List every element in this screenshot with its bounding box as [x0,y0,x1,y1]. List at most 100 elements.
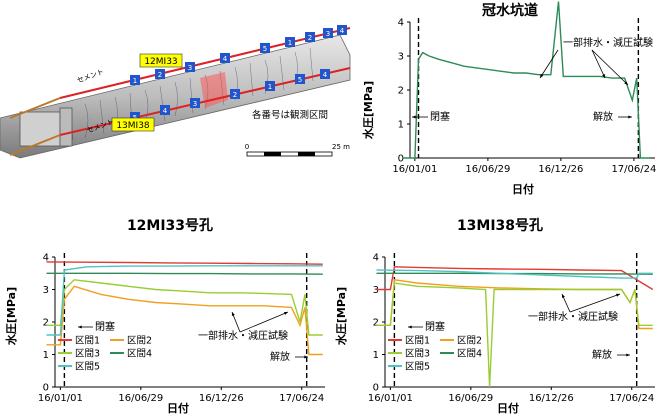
annotation-close: 閉塞 [425,320,445,333]
legend-label: 区間5 [75,362,100,373]
y-tick-label: 0 [373,383,379,394]
series-line-3 [376,282,653,388]
annotation-close: 閉塞 [95,320,115,333]
drain-arrow [591,49,629,86]
svg-text:5: 5 [263,45,267,53]
drain-arrow-head [562,294,565,298]
annotation-drain: 一部排水・減圧試験 [528,310,618,323]
y-axis-label: 水圧[MPa] [4,287,18,345]
drain-arrow-head [624,81,628,85]
svg-text:25 m: 25 m [332,143,350,151]
plot-area: 0 1 2 3 4 16/01/01 16/06/29 16/12/26 17/06/24 [368,253,655,404]
legend: 区間1 区間2 区間3 区間4 区間5 [388,336,482,373]
chart-svg-0: 冠水坑道 水圧[MPa] 日付 0 1 2 3 4 16/01/01 16/06/29 16/… [361,1,656,196]
annotation-open: 解放 [592,348,612,361]
svg-text:1: 1 [133,77,137,85]
drain-arrow-head [284,311,288,315]
drain-arrow-head [540,74,544,78]
red-section [200,72,228,108]
legend-label: 区間2 [457,336,482,347]
y-tick-label: 1 [373,350,379,361]
y-tick-label: 2 [398,86,404,97]
label-12mi33: 12MI33 [144,57,177,67]
chart-svg-1: 12MI33号孔 水圧[MPa] 日付 0 1 2 3 4 16/01/01 16/06/2… [4,218,325,415]
annotation-drain: 一部排水・減圧試験 [198,329,288,342]
svg-text:3: 3 [326,30,330,38]
svg-text:3: 3 [188,64,192,72]
chart-13mi38: 13MI38号孔 水圧[MPa] 日付 0 1 2 3 4 16/01/01 16/06/2… [330,212,659,416]
chart-title: 冠水坑道 [482,2,538,19]
close-arrow-head [78,325,82,329]
chart-12mi33: 12MI33号孔 水圧[MPa] 日付 0 1 2 3 4 16/01/01 16/06/2… [0,212,330,416]
x-tick-label: 17/06/24 [611,164,656,175]
series-line-5 [376,269,653,279]
x-tick-label: 17/06/24 [279,393,324,404]
x-tick-label: 16/12/26 [538,164,583,175]
legend-label: 区間1 [75,336,100,347]
svg-text:4: 4 [223,55,228,63]
close-arrow-head [412,115,416,119]
drain-arrow [239,311,289,333]
y-tick-label: 2 [373,318,379,329]
x-tick-label: 16/06/29 [465,164,510,175]
x-axis-label: 日付 [497,401,519,415]
open-arrow-head [628,115,632,119]
label-note: 各番号は観測区間 [252,109,328,121]
chart-flooded-tunnel: 冠水坑道 水圧[MPa] 日付 0 1 2 3 4 16/01/01 16/06/29 16/… [360,0,659,200]
x-axis-label: 日付 [512,182,534,196]
x-tick-label: 16/01/01 [392,164,437,175]
legend: 区間1 区間2 区間3 区間4 区間5 [58,336,152,373]
annotation-open: 解放 [270,350,290,363]
plot-area: 0 1 2 3 4 16/01/01 16/06/29 16/12/26 17/06/24 [392,1,656,175]
x-tick-label: 16/01/01 [38,393,83,404]
x-tick-label: 17/06/24 [609,393,654,404]
svg-text:0: 0 [245,143,249,151]
chart-svg-2: 13MI38号孔 水圧[MPa] 日付 0 1 2 3 4 16/01/01 16/06/2… [334,218,655,415]
drain-arrow [569,293,621,313]
legend-label: 区間4 [457,349,482,360]
legend-label: 区間1 [405,336,430,347]
x-tick-label: 16/06/29 [118,393,163,404]
legend-label: 区間3 [75,349,100,360]
x-axis-label: 日付 [167,401,189,415]
series-line-5 [46,265,323,336]
series-line-2 [46,285,323,356]
y-axis-label: 水圧[MPa] [334,287,348,345]
borehole-12mi33 [59,27,351,99]
y-tick-label: 1 [43,350,49,361]
tunnel-diagram: 1 2 3 4 5 1 2 3 4 5 4 3 2 1 5 4 12MI33 1… [0,0,360,170]
drain-arrow [591,49,606,79]
label-13mi38: 13MI38 [116,121,150,131]
legend-label: 区間5 [405,362,430,373]
chart-title: 12MI33号孔 [127,218,213,234]
open-arrow-head [304,355,308,359]
y-tick-label: 1 [398,120,404,131]
y-tick-label: 4 [43,253,49,264]
svg-text:1: 1 [288,39,292,47]
tunnel-diagram-svg: 1 2 3 4 5 1 2 3 4 5 4 3 2 1 5 4 12MI33 1… [0,25,351,159]
legend-label: 区間4 [127,349,152,360]
markers-top: 1 2 3 4 5 1 2 3 4 [130,25,347,85]
close-arrow-head [408,325,412,329]
y-tick-label: 3 [398,52,404,63]
y-tick-label: 3 [373,285,379,296]
svg-text:1: 1 [268,83,272,91]
x-tick-label: 16/12/26 [529,393,574,404]
y-tick-label: 3 [43,285,49,296]
y-tick-label: 0 [398,154,404,165]
drain-arrow-head [231,312,235,316]
series-line-3 [46,279,323,336]
x-tick-label: 16/01/01 [368,393,413,404]
plug-block [19,111,61,147]
annotation-open: 解放 [593,110,613,123]
label-cement-top: セメント [76,68,105,85]
x-tick-label: 16/06/29 [448,393,493,404]
svg-text:2: 2 [308,34,312,42]
legend-label: 区間2 [127,336,152,347]
open-arrow-head [626,353,630,357]
annotation-drain: 一部排水・減圧試験 [563,36,653,49]
markers-bottom: 5 4 3 2 1 5 4 [130,69,330,122]
scale-bar: 0 25 m [245,143,350,157]
y-tick-label: 0 [43,383,49,394]
svg-text:4: 4 [163,107,168,115]
